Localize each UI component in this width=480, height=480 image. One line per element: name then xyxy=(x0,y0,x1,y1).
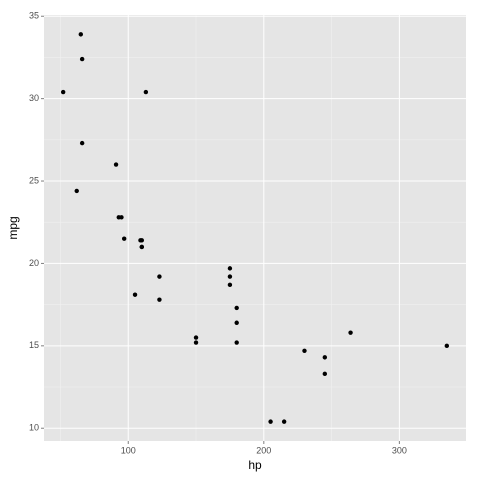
point xyxy=(139,244,145,250)
point xyxy=(74,188,79,194)
point xyxy=(79,56,85,62)
point xyxy=(234,340,239,345)
point xyxy=(79,140,85,146)
point xyxy=(132,292,138,297)
y-tick-label: 15 xyxy=(29,340,39,350)
y-tick-label: 25 xyxy=(29,175,39,185)
point xyxy=(302,348,307,353)
point xyxy=(121,236,127,241)
point xyxy=(143,89,149,95)
x-axis-title: hp xyxy=(248,458,262,472)
point xyxy=(157,297,162,302)
point xyxy=(268,419,273,424)
point xyxy=(227,274,233,279)
point xyxy=(348,330,353,335)
point xyxy=(193,335,199,340)
point xyxy=(113,162,119,167)
x-tick-label: 300 xyxy=(392,445,407,455)
x-tick-label: 100 xyxy=(121,445,136,455)
point xyxy=(193,340,199,345)
point xyxy=(234,305,239,311)
y-tick-label: 20 xyxy=(29,258,39,268)
point xyxy=(157,274,162,279)
y-tick-label: 10 xyxy=(29,423,39,433)
x-tick-label: 200 xyxy=(256,445,271,455)
y-axis-title: mpg xyxy=(6,216,20,239)
point xyxy=(281,419,287,424)
point xyxy=(78,32,84,37)
y-tick-label: 30 xyxy=(29,93,39,103)
point xyxy=(322,371,328,377)
point xyxy=(234,320,239,325)
point xyxy=(444,343,450,349)
point xyxy=(227,266,233,271)
point xyxy=(138,238,143,243)
point xyxy=(322,355,328,360)
y-tick-label: 35 xyxy=(29,11,39,21)
point xyxy=(119,215,124,220)
panel xyxy=(44,15,466,441)
point xyxy=(60,89,66,95)
point xyxy=(227,282,233,288)
